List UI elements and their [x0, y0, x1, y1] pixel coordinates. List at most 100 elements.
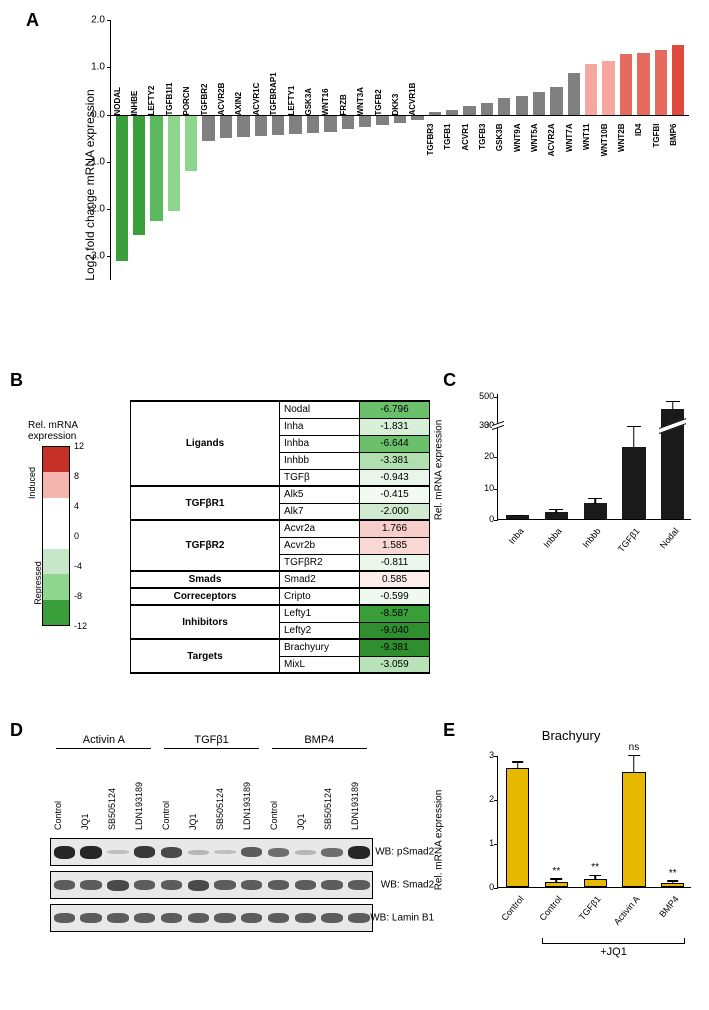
band — [241, 880, 262, 890]
lane-label: SB505124 — [107, 788, 117, 830]
bar — [584, 879, 607, 887]
bar-gene-label: WNT11 — [582, 123, 591, 150]
lane: Control — [158, 750, 185, 830]
value-cell: -9.381 — [360, 639, 430, 656]
table-row: TGFβR2Acvr2a1.766 — [131, 520, 430, 537]
lane-label: Control — [161, 801, 171, 830]
bar-gene-label: WNT3A — [356, 87, 365, 115]
ytick: 2.0 — [75, 15, 105, 26]
ytick: 2 — [489, 794, 498, 804]
bar — [237, 115, 249, 138]
colorbar-tick: 12 — [74, 441, 84, 451]
blot-row: WB: pSmad2 — [50, 838, 373, 866]
bar — [585, 64, 597, 115]
ytick: 0 — [489, 882, 498, 892]
bar-column: WNT10B — [601, 20, 616, 280]
colorbar-tick: 8 — [74, 471, 79, 481]
xlabel: Inba — [506, 526, 525, 546]
band — [241, 913, 262, 923]
bar-gene-label: ACVR1C — [252, 82, 261, 115]
band — [80, 913, 101, 923]
band — [214, 850, 235, 855]
gene-cell: Inhbb — [280, 452, 360, 469]
lane-label: LDN193189 — [134, 782, 144, 830]
bar — [622, 772, 645, 887]
significance-label: ns — [629, 742, 640, 753]
ytick: 20 — [484, 451, 498, 461]
value-cell: -6.644 — [360, 435, 430, 452]
bar-column: INHBE — [131, 20, 146, 280]
bar-gene-label: TGFB2 — [374, 89, 383, 115]
band — [161, 847, 182, 858]
panel-e-bar-chart: E Brachyury Rel. mRNA expression 0123Con… — [443, 720, 699, 960]
bar-column: WNT7A — [566, 20, 581, 280]
bar — [655, 50, 667, 114]
bar-column: WNT2B — [618, 20, 633, 280]
band — [107, 913, 128, 923]
panel-b-heatmap-table: B Rel. mRNAexpression Induced Repressed … — [10, 370, 433, 710]
gene-cell: Cripto — [280, 588, 360, 605]
band — [54, 880, 75, 890]
ytick: -2.0 — [75, 204, 105, 215]
bar — [359, 115, 371, 127]
blot-label: WB: Smad2 — [381, 880, 434, 891]
category-cell: Ligands — [131, 401, 280, 486]
gene-cell: TGFβR2 — [280, 554, 360, 571]
band — [321, 848, 342, 857]
band — [107, 850, 128, 855]
blot-row: WB: Lamin B1 — [50, 904, 373, 932]
panel-e-plot: 0123Control**Control**TGFβ1nsActivin A**… — [497, 756, 691, 888]
bar — [550, 87, 562, 114]
bar-column: DKK3 — [392, 20, 407, 280]
band — [134, 846, 155, 858]
table-row: CorreceptorsCripto-0.599 — [131, 588, 430, 605]
bar-gene-label: TGFBI — [652, 123, 661, 147]
bar-gene-label: GSK3A — [304, 87, 313, 115]
bar — [255, 115, 267, 137]
bar-gene-label: AXIN2 — [234, 91, 243, 115]
bar-gene-label: ACVR2A — [547, 123, 556, 156]
jq1-bracket — [542, 938, 686, 944]
jq1-bracket-label: +JQ1 — [600, 946, 627, 958]
bar-gene-label: GSK3B — [495, 123, 504, 151]
bar-gene-label: TGFB1I1 — [165, 82, 174, 115]
bar-gene-label: ACVR2B — [217, 82, 226, 115]
panel-b-table: LigandsNodal-6.796Inha-1.831Inhba-6.644I… — [130, 400, 430, 674]
bar-gene-label: INHBE — [130, 90, 139, 115]
bar-column: TGFB1 — [444, 20, 459, 280]
bar-gene-label: WNT2B — [617, 123, 626, 151]
xlabel: Inbbb — [581, 526, 603, 550]
bar — [637, 53, 649, 114]
bar-column: WNT11 — [584, 20, 599, 280]
gene-cell: Inhba — [280, 435, 360, 452]
lane: Control — [265, 750, 292, 830]
bar — [202, 115, 214, 141]
value-cell: -6.796 — [360, 401, 430, 418]
value-cell: -1.831 — [360, 418, 430, 435]
gene-cell: Smad2 — [280, 571, 360, 588]
xlabel: Inbba — [542, 526, 564, 550]
bar-gene-label: NODAL — [113, 87, 122, 115]
lane-label: LDN193189 — [350, 782, 360, 830]
bar-gene-label: TGFBRAP1 — [269, 72, 278, 115]
value-cell: 1.766 — [360, 520, 430, 537]
gene-cell: Alk5 — [280, 486, 360, 503]
panel-b-colorbar: Rel. mRNAexpression Induced Repressed 12… — [28, 420, 100, 626]
value-cell: -0.599 — [360, 588, 430, 605]
band — [348, 913, 369, 923]
blot-group-label: Activin A — [50, 734, 158, 748]
bar-gene-label: BMP6 — [669, 123, 678, 145]
xlabel: TGFβ1 — [577, 894, 603, 922]
category-cell: TGFβR2 — [131, 520, 280, 571]
bar — [516, 96, 528, 115]
table-row: SmadsSmad20.585 — [131, 571, 430, 588]
bar — [116, 115, 128, 262]
bar-column: ID4 — [636, 20, 651, 280]
lane: SB505124 — [319, 750, 346, 830]
bar-column: TGFBI — [653, 20, 668, 280]
bar-column: TGFBR3 — [427, 20, 442, 280]
band — [268, 880, 289, 890]
bar — [272, 115, 284, 136]
band — [188, 880, 209, 891]
bar — [463, 106, 475, 115]
